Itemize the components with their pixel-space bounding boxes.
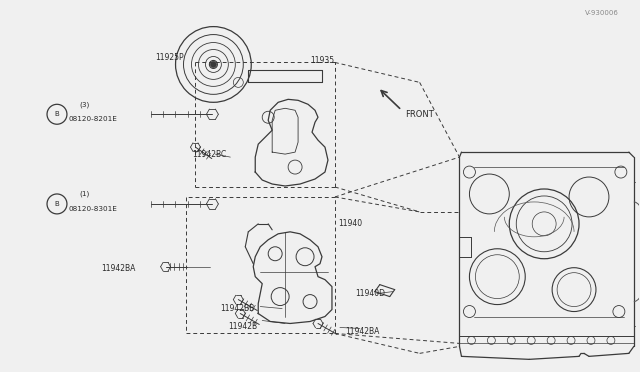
- Text: 11925P: 11925P: [156, 53, 184, 62]
- Text: 11940: 11940: [338, 219, 362, 228]
- Text: 11935: 11935: [310, 56, 334, 65]
- Text: B: B: [54, 201, 60, 207]
- Text: 08120-8301E: 08120-8301E: [69, 206, 118, 212]
- Text: 11942BA: 11942BA: [101, 264, 135, 273]
- Text: 11942B: 11942B: [228, 322, 257, 331]
- Text: 11942BC: 11942BC: [193, 150, 227, 158]
- Text: B: B: [54, 111, 60, 117]
- Text: FRONT: FRONT: [404, 110, 433, 119]
- Circle shape: [211, 61, 216, 67]
- Text: (1): (1): [79, 191, 89, 197]
- Text: 11942BA: 11942BA: [345, 327, 380, 336]
- Text: V-930006: V-930006: [585, 10, 619, 16]
- Text: 11940D: 11940D: [355, 289, 385, 298]
- Text: 08120-8201E: 08120-8201E: [69, 116, 118, 122]
- Text: 11942BB: 11942BB: [220, 304, 255, 313]
- Text: (3): (3): [79, 101, 89, 108]
